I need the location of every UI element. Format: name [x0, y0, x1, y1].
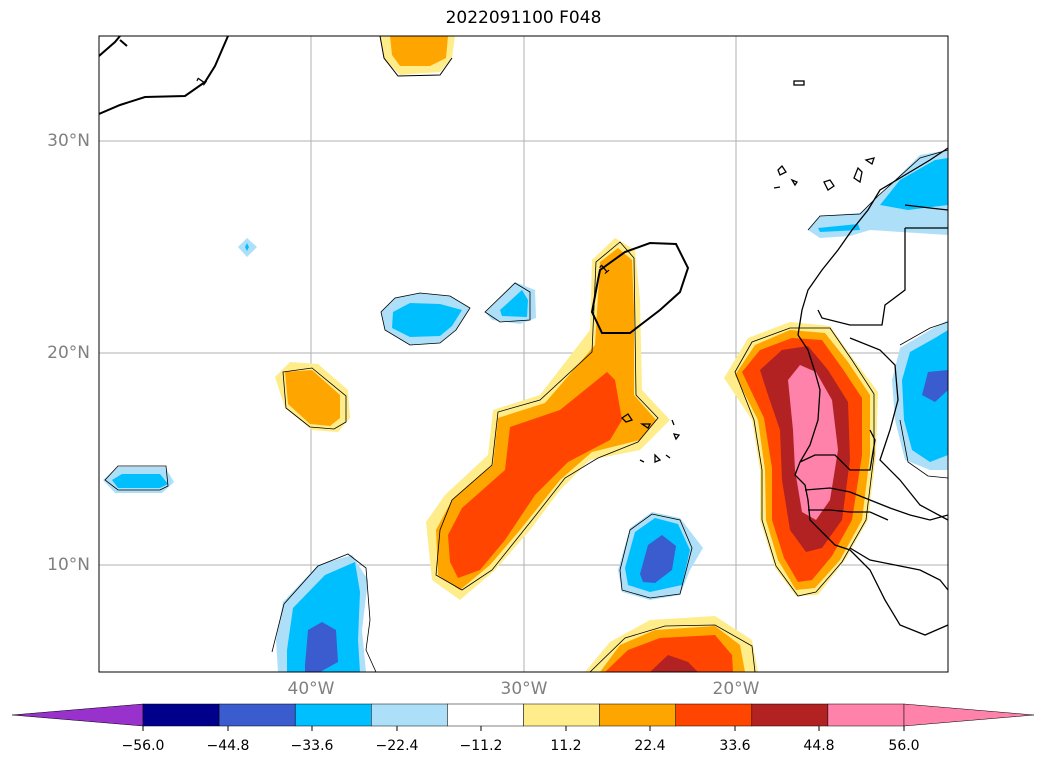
contour-northwest — [99, 36, 229, 115]
map-panel: 1 1 — [99, 36, 948, 672]
colorbar-tick-label: 33.6 — [719, 738, 751, 754]
colorbar-segment — [371, 703, 448, 727]
positive-anomaly-east — [724, 322, 878, 597]
negative-anomaly-northeast — [807, 149, 948, 238]
colorbar-segment — [675, 703, 753, 727]
colorbar-tick-label: −33.6 — [290, 738, 334, 754]
lon-label-20w: 20°W — [712, 679, 760, 699]
colorbar-segment — [751, 703, 829, 727]
colorbar-extend-max — [903, 703, 1035, 727]
positive-anomaly-west — [275, 362, 350, 432]
colorbar-tick-label: −11.2 — [459, 738, 503, 754]
positive-anomaly-band — [426, 238, 670, 600]
negative-anomaly-far-east — [892, 320, 948, 479]
colorbar-tick-label: −44.8 — [206, 738, 250, 754]
positive-anomaly-north — [379, 36, 455, 77]
map-frame — [98, 35, 949, 673]
negative-anomaly-south-west — [271, 553, 377, 672]
negative-anomaly-west — [380, 292, 471, 346]
lat-label-20n: 20°N — [47, 343, 90, 363]
colorbar-tick-label: 11.2 — [550, 738, 582, 754]
colorbar-ticks — [142, 726, 905, 731]
negative-anomaly-central — [484, 282, 536, 324]
lon-label-40w: 40°W — [287, 679, 335, 699]
lat-label-10n: 10°N — [47, 555, 90, 575]
colorbar-tick-label: 44.8 — [803, 738, 835, 754]
colorbar-extend-min — [11, 703, 144, 727]
coastlines — [620, 80, 948, 636]
colorbar-tick-label: −56.0 — [121, 738, 165, 754]
colorbar-tick-label: −22.4 — [375, 738, 419, 754]
colorbar-segment — [142, 703, 220, 727]
lat-label-30n: 30°N — [47, 131, 90, 151]
negative-anomaly-south-central — [618, 512, 703, 600]
contour-loop — [590, 241, 690, 334]
colorbar-segment — [523, 703, 600, 727]
colorbar-segment — [599, 703, 676, 727]
lon-label-30w: 30°W — [500, 679, 548, 699]
colorbar-tick-label: 22.4 — [634, 738, 666, 754]
colorbar-segment — [218, 703, 296, 727]
negative-anomaly-far-west — [103, 465, 174, 493]
colorbar-segment — [294, 703, 372, 727]
colorbar — [11, 703, 1035, 727]
positive-anomaly-south — [585, 616, 758, 672]
colorbar-segment — [827, 703, 905, 727]
colorbar-segment — [447, 703, 524, 727]
colorbar-tick-label: 56.0 — [888, 738, 920, 754]
map-title: 2022091100 F048 — [445, 8, 602, 28]
